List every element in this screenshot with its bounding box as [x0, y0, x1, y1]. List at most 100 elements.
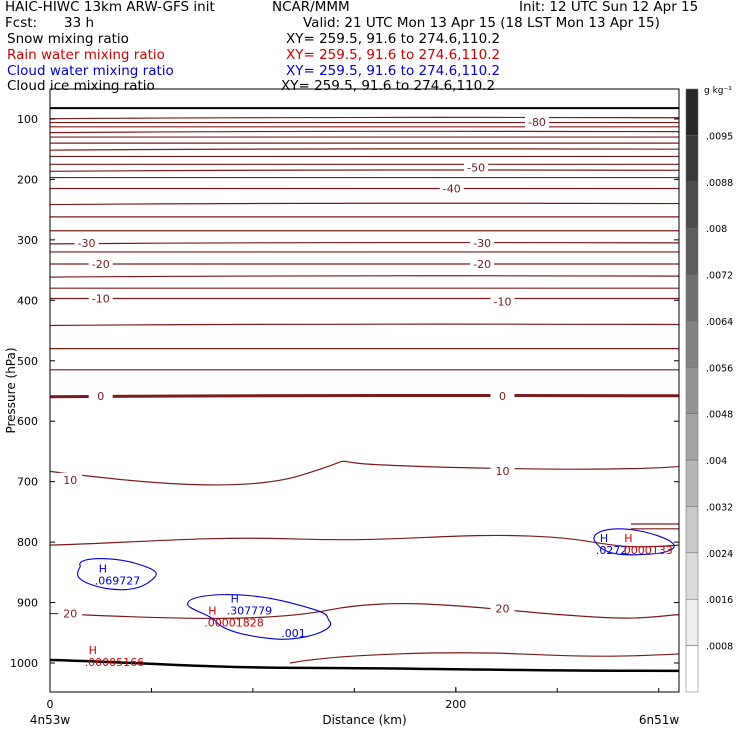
chart-title: HAIC-HIWC 13km ARW-GFS init: [5, 0, 215, 15]
cloud-water-label: .001: [281, 627, 306, 640]
isotherm-line: [49, 215, 680, 218]
colorbar-cell: [685, 367, 699, 414]
contour-label: 10: [63, 474, 77, 487]
extremum-mark: H: [231, 593, 239, 606]
isotherm-line: [49, 287, 680, 289]
contour-label: -20: [473, 258, 491, 271]
contour-label-bg: [470, 235, 495, 250]
cloud-water-contour: [77, 557, 157, 591]
extremum-mark: H: [208, 605, 216, 618]
plot-frame: [49, 88, 680, 693]
colorbar-cell: [685, 459, 699, 507]
isotherm-line: [49, 534, 680, 548]
contour-label-bg: [524, 114, 549, 129]
snow-field-name: Snow mixing ratio: [7, 31, 129, 47]
x-tick-label: 200: [445, 698, 466, 711]
colorbar-tick-label: .0064: [706, 317, 733, 328]
isotherm-line: [49, 262, 680, 265]
y-tick-label: 200: [17, 173, 38, 186]
org-label: NCAR/MMM: [272, 0, 350, 15]
colorbar-cell: [685, 598, 699, 646]
colorbar-cell: [685, 413, 699, 461]
contour-label: 20: [63, 607, 77, 620]
cloud-ice-field-name: Cloud ice mixing ratio: [7, 78, 155, 94]
isotherm-line: [49, 460, 680, 486]
isotherm-line: [49, 241, 680, 245]
extremum-value: .0272: [596, 544, 628, 557]
x-tick-label: 0: [47, 698, 54, 711]
contour-label: -50: [467, 161, 485, 174]
isotherm-line: [49, 135, 680, 138]
cloud-ice-field-xy: XY= 259.5, 91.6 to 274.6,110.2: [281, 78, 496, 94]
isotherm-line: [49, 602, 680, 620]
colorbar-cell: [685, 227, 699, 275]
isotherm-line: [49, 202, 680, 206]
contour-label: 0: [97, 390, 104, 403]
forecast-label: Fcst:: [5, 15, 38, 31]
contour-label: -20: [92, 258, 110, 271]
contour-label-bg: [58, 606, 83, 621]
colorbar-cell: [685, 181, 699, 229]
colorbar-cell: [685, 645, 699, 693]
isotherm-line: [49, 297, 680, 300]
contour-label: -10: [493, 296, 511, 309]
x-axis-title: Distance (km): [322, 713, 406, 727]
colorbar-tick-label: .004: [706, 456, 727, 467]
valid-time: Valid: 21 UTC Mon 13 Apr 15 (18 LST Mon …: [303, 15, 660, 31]
colorbar-tick-label: .0016: [706, 595, 733, 606]
colorbar-tick-label: .0056: [706, 363, 733, 374]
isotherm-line: [49, 155, 680, 158]
colorbar-tick-label: .0088: [706, 178, 733, 189]
y-tick-label: 400: [17, 294, 38, 307]
right-endpoint-label: 6n51w: [639, 713, 680, 727]
extremum-mark: H: [89, 644, 97, 657]
y-tick-label: 900: [17, 597, 38, 610]
isotherm-line: [49, 250, 680, 253]
cloud-water-field-name: Cloud water mixing ratio: [7, 63, 174, 79]
contour-label-bg: [88, 257, 113, 272]
contour-label-bg: [490, 463, 515, 478]
contour-label: -30: [473, 237, 491, 250]
contour-label: -30: [78, 237, 96, 250]
colorbar: .0095 .0088 .008 .0072 .0064 .0056 .0048 .004 .0…: [685, 86, 733, 693]
extremum-value: .00001828: [204, 617, 264, 630]
y-tick-label: 100: [17, 113, 38, 126]
isotherm-line: [49, 125, 680, 128]
isotherm-line: [49, 275, 680, 278]
contour-label: -10: [92, 292, 110, 305]
snow-field-xy: XY= 259.5, 91.6 to 274.6,110.2: [286, 31, 501, 47]
y-tick-label: 300: [17, 234, 38, 247]
contour-label-bg: [88, 291, 113, 306]
isotherm-line: [49, 163, 680, 165]
y-tick-label: 800: [17, 536, 38, 549]
contour-label: 20: [495, 603, 509, 616]
extremum-value: .00005166: [85, 656, 145, 669]
left-endpoint-label: 4n53w: [30, 713, 71, 727]
colorbar-tick-label: .0095: [706, 131, 733, 142]
isotherm-line: [49, 121, 680, 124]
moisture-contours: [77, 528, 675, 640]
extremum-value: .307779: [227, 605, 273, 618]
colorbar-tick-label: .0008: [706, 642, 733, 653]
y-tick-label: 600: [17, 415, 38, 428]
contour-label-bg: [88, 388, 113, 403]
y-axis-title: Pressure (hPa): [4, 347, 18, 433]
isotherm-line: [49, 169, 680, 172]
colorbar-tick-label: .0072: [706, 271, 733, 282]
colorbar-tick-label: .0024: [706, 549, 733, 560]
terrain-line: [49, 658, 680, 673]
cloud-water-contour: [593, 528, 675, 556]
isotherm-line: [289, 652, 680, 664]
isotherm-line: [49, 116, 680, 120]
isotherm-line: [49, 393, 680, 399]
colorbar-cell: [685, 88, 699, 136]
isotherm-line: [49, 368, 680, 371]
contour-label-bg: [490, 294, 515, 309]
temperature-contours: [49, 107, 680, 673]
contour-label-bg: [439, 181, 464, 196]
contour-label: -40: [443, 182, 461, 195]
contour-label: 10: [495, 465, 509, 478]
isotherm-line: [49, 229, 680, 232]
colorbar-cell: [685, 135, 699, 183]
